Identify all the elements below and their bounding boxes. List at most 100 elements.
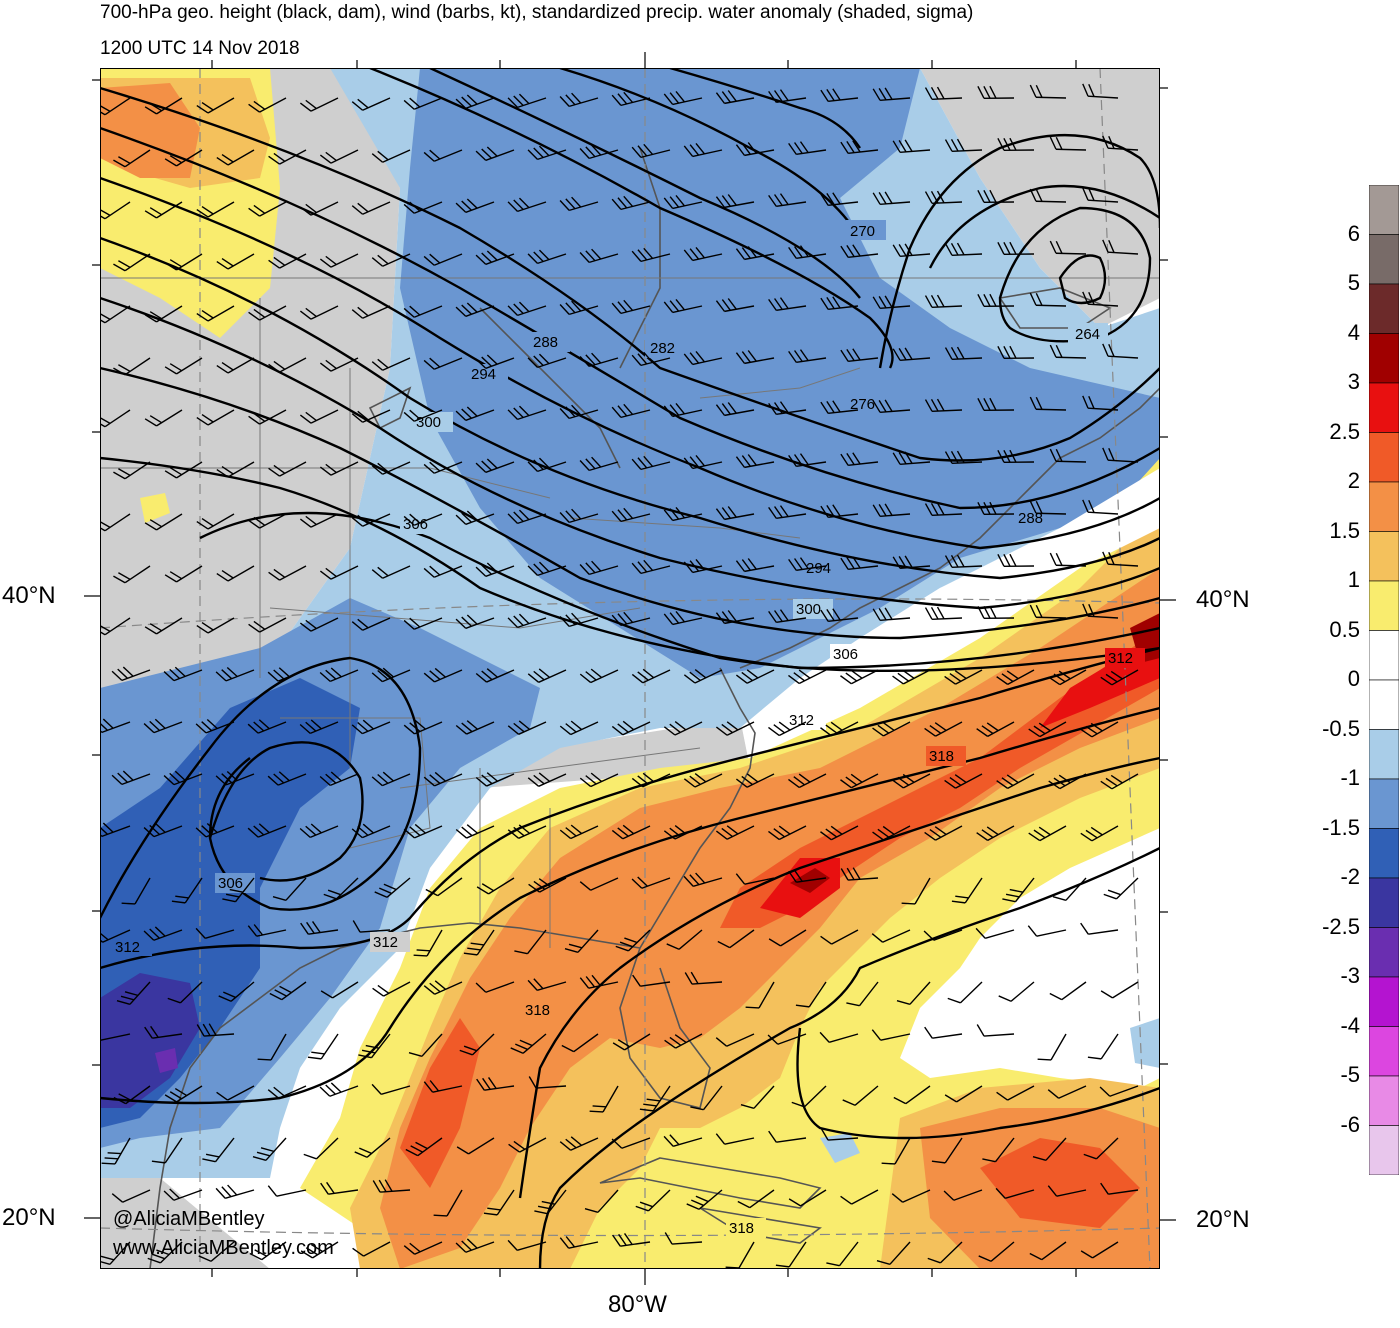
wind-barb	[826, 1241, 859, 1267]
colorbar-swatch	[1369, 877, 1399, 928]
wind-barb	[842, 1085, 879, 1106]
colorbar-label: -0.5	[1322, 715, 1360, 741]
wind-barb	[527, 145, 567, 161]
colorbar-label: 1.5	[1329, 517, 1360, 543]
wind-barb	[559, 196, 599, 212]
wind-barb	[611, 91, 651, 107]
wind-barb	[683, 454, 723, 470]
wind-barb	[589, 1085, 619, 1113]
wind-barb	[840, 140, 879, 155]
colorbar-label: 5	[1347, 270, 1360, 295]
wind-barb	[100, 1241, 131, 1265]
contour-label: 306	[218, 875, 243, 892]
wind-barb	[579, 248, 619, 264]
wind-barb	[475, 146, 515, 161]
wind-barb	[319, 565, 359, 580]
wind-barb	[100, 1029, 131, 1041]
wind-barb	[788, 1189, 827, 1207]
wind-barb	[745, 981, 775, 1009]
wind-barb	[820, 192, 859, 207]
wind-barb	[663, 194, 703, 210]
wind-barb	[1049, 240, 1087, 255]
wind-barb	[195, 823, 235, 838]
wind-barb	[507, 93, 547, 109]
shade-redorange-se	[980, 1138, 1140, 1228]
wind-barb	[455, 198, 495, 213]
wind-barb	[351, 305, 391, 319]
wind-barb	[840, 1189, 879, 1205]
wind-barb	[144, 1025, 183, 1039]
wind-barb	[1103, 877, 1139, 900]
wind-barb	[840, 773, 879, 789]
wind-barb	[579, 352, 619, 368]
map-panel[interactable]: 264 270 276 282 288 288 294 294 300 300 …	[100, 68, 1160, 1269]
lat-label-20n-right: 20°N	[1196, 1206, 1250, 1233]
wind-barb	[307, 1033, 339, 1060]
wind-barb	[514, 929, 547, 955]
contour-label: 294	[806, 560, 831, 577]
wind-barb	[403, 97, 443, 110]
lat-label-40n-left: 40°N	[2, 582, 56, 609]
wind-barb	[735, 142, 775, 157]
contour-label: 288	[1018, 510, 1043, 527]
wind-barb	[977, 85, 1015, 99]
wind-barb	[269, 981, 307, 1001]
wind-barb	[564, 929, 599, 953]
wind-barb	[579, 772, 619, 788]
wind-barb	[820, 825, 859, 841]
wind-barb	[1032, 1137, 1067, 1161]
shade-gray-southeast	[100, 1128, 270, 1269]
wind-barb	[455, 302, 495, 317]
wind-barb	[997, 241, 1035, 255]
wind-barb	[216, 461, 255, 478]
colorbar-swatch	[1369, 382, 1399, 433]
wind-barb	[944, 773, 983, 789]
wind-barb	[892, 669, 931, 685]
wind-barb	[403, 1241, 443, 1255]
wind-barb	[996, 773, 1035, 789]
wind-barb	[475, 458, 515, 473]
wind-barb	[768, 721, 807, 737]
wind-barb	[352, 920, 391, 933]
wind-barb	[319, 149, 359, 164]
wind-barb	[924, 502, 963, 516]
wind-barb	[248, 617, 287, 633]
wind-barb	[924, 825, 963, 841]
colorbar-swatch	[1369, 432, 1399, 483]
wind-barb	[196, 201, 235, 218]
wind-barb	[1047, 1085, 1087, 1099]
wind-barb	[299, 719, 339, 735]
wind-barb	[300, 921, 339, 935]
wind-barb	[872, 191, 911, 206]
wind-barb	[351, 617, 391, 631]
colorbar-swatch	[1369, 927, 1399, 978]
wind-barb	[455, 824, 495, 839]
wind-barb	[612, 1033, 651, 1051]
wind-barb	[927, 1241, 963, 1264]
wind-barb	[267, 1185, 307, 1197]
wind-barb	[408, 1033, 443, 1057]
wind-barb	[507, 509, 547, 525]
wind-barb	[611, 1137, 651, 1149]
wind-barb	[559, 720, 599, 736]
credit-website[interactable]: www.AliciaMBentley.com	[113, 1237, 334, 1259]
wind-barb	[372, 981, 411, 997]
wind-barb	[876, 1241, 911, 1265]
wind-barb	[1082, 603, 1119, 619]
colorbar-label: 2	[1347, 468, 1360, 493]
wind-barb	[944, 346, 983, 360]
colorbar-label: 4	[1347, 319, 1360, 345]
wind-barb	[663, 90, 703, 106]
wind-barb	[423, 1080, 463, 1093]
wind-barb	[579, 456, 619, 472]
wind-barb	[579, 668, 619, 684]
wind-barb	[1080, 1241, 1119, 1259]
wind-barb	[683, 872, 723, 887]
wind-barb	[268, 461, 307, 477]
wind-barb	[767, 1033, 807, 1045]
wind-barb	[320, 981, 359, 999]
wind-barb	[195, 719, 235, 734]
wind-barb	[196, 97, 235, 114]
wind-barb	[257, 1033, 287, 1061]
wind-barb	[663, 721, 703, 736]
